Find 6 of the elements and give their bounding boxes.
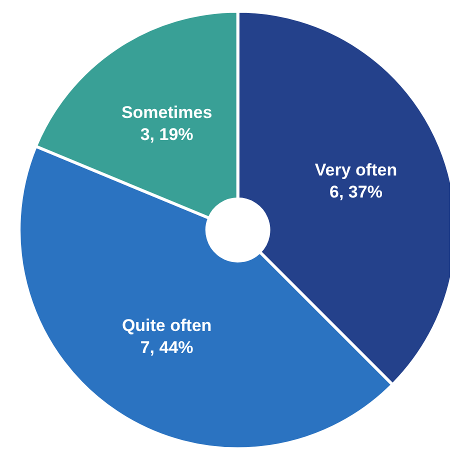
- data-label: 7, 44%: [140, 338, 194, 357]
- slice-label: Very often: [314, 160, 398, 180]
- data-label: 3, 19%: [140, 125, 194, 144]
- slice-label: Quite often: [122, 316, 212, 335]
- slice-label: Sometimes: [121, 103, 212, 122]
- data-label: 6, 37%: [330, 182, 382, 202]
